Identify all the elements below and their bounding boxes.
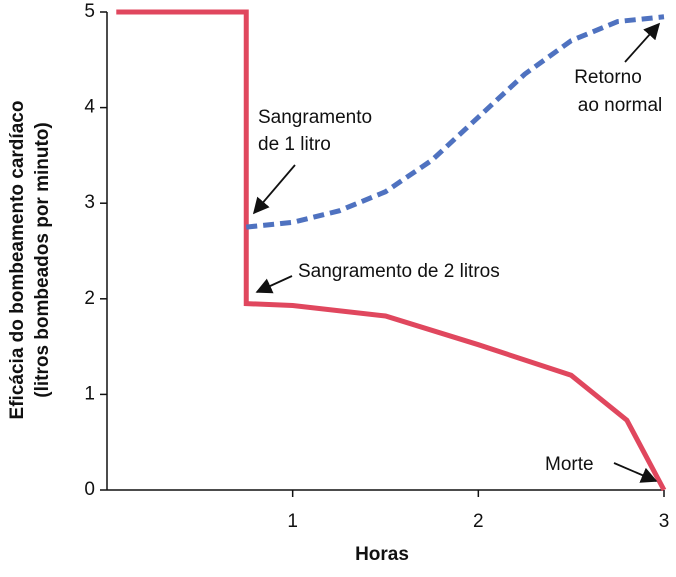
x-tick-label: 2 [473,511,484,532]
annotation: ao normal [578,95,663,116]
annotation: Sangramento [258,107,372,128]
y-tick-label: 2 [84,288,95,309]
annotation-arrow [613,462,658,483]
annotation: Retorno [574,67,642,88]
annotation-arrow [624,22,661,63]
y-tick-label: 3 [84,192,95,213]
annotation: de 1 litro [258,134,331,155]
y-tick-label: 4 [84,97,95,118]
y-tick-label: 5 [84,1,95,22]
y-axis-title: Eficácia do bombeamento cardíaco [7,101,28,420]
annotation: Sangramento de 2 litros [298,261,500,282]
y-tick-label: 1 [84,383,95,404]
y-tick-label: 0 [84,479,95,500]
data-line [245,14,665,230]
annotation-arrow [252,164,296,215]
y-axis-title: (litros bombeados por minuto) [32,122,53,398]
annotation: Morte [545,454,594,475]
data-line [116,9,667,492]
x-axis-title: Horas [355,544,409,565]
x-tick-label: 1 [287,511,298,532]
x-tick-label: 3 [659,511,670,532]
annotation-arrow [255,275,293,294]
